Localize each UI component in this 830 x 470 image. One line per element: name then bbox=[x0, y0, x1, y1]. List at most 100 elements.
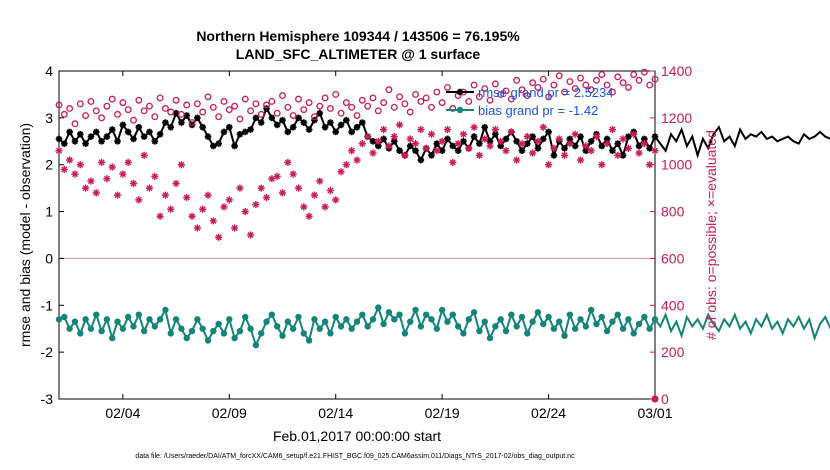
possible-obs-point bbox=[60, 110, 68, 118]
rmse-point bbox=[130, 135, 137, 143]
rmse-point bbox=[635, 142, 643, 150]
bias-point bbox=[146, 316, 153, 323]
x-tick-label: 02/19 bbox=[425, 405, 460, 421]
rmse-point bbox=[486, 137, 494, 145]
possible-obs-point bbox=[534, 83, 542, 91]
rmse-point bbox=[103, 133, 111, 140]
possible-obs-point bbox=[215, 113, 223, 121]
evaluated-obs-point bbox=[550, 144, 558, 152]
possible-obs-point bbox=[502, 87, 510, 95]
x-tick-label: 03/01 bbox=[637, 405, 672, 421]
bias-point bbox=[295, 313, 302, 321]
evaluated-obs-point bbox=[518, 140, 526, 148]
rmse-point bbox=[417, 156, 425, 164]
evaluated-obs-point bbox=[454, 140, 462, 148]
possible-obs-point bbox=[295, 95, 302, 103]
y-tick-label: -2 bbox=[41, 344, 54, 360]
rmse-point bbox=[252, 114, 260, 122]
evaluated-obs-point bbox=[113, 191, 122, 199]
evaluated-obs-point bbox=[316, 177, 324, 185]
bias-point bbox=[359, 311, 366, 318]
possible-obs-point bbox=[71, 120, 79, 128]
possible-obs-point bbox=[342, 99, 350, 107]
rmse-point bbox=[646, 145, 653, 152]
rmse-point bbox=[225, 123, 233, 131]
bias-point bbox=[343, 316, 350, 323]
bias-point bbox=[140, 327, 148, 335]
bias-point bbox=[162, 306, 169, 314]
possible-obs-point bbox=[651, 75, 659, 83]
evaluated-obs-point bbox=[449, 158, 457, 166]
rmse-point bbox=[444, 135, 451, 143]
evaluated-obs-point bbox=[614, 151, 622, 159]
evaluated-obs-point bbox=[151, 172, 159, 181]
rmse-point bbox=[561, 145, 568, 152]
possible-obs-point bbox=[231, 102, 239, 110]
evaluated-obs-point bbox=[326, 186, 334, 195]
rmse-point bbox=[625, 133, 632, 140]
evaluated-obs-point bbox=[433, 147, 441, 155]
bias-point bbox=[119, 325, 127, 332]
evaluated-obs-point bbox=[401, 151, 409, 159]
possible-obs-point bbox=[82, 112, 90, 119]
possible-obs-point bbox=[151, 113, 159, 121]
bias-point bbox=[135, 311, 143, 318]
rmse-point bbox=[396, 147, 403, 154]
bias-point bbox=[172, 316, 180, 323]
y-right-tick-label: 0 bbox=[661, 391, 669, 407]
evaluated-obs-point bbox=[481, 135, 489, 143]
rmse-point bbox=[210, 142, 217, 150]
bias-point bbox=[577, 316, 584, 323]
possible-obs-point bbox=[608, 88, 616, 96]
rmse-point bbox=[609, 147, 616, 154]
possible-obs-point bbox=[220, 98, 228, 105]
rmse-point bbox=[295, 114, 302, 122]
bias-point bbox=[609, 318, 616, 325]
rmse-point bbox=[135, 123, 143, 131]
evaluated-obs-point bbox=[332, 196, 340, 204]
possible-obs-point bbox=[257, 110, 265, 118]
possible-obs-point bbox=[316, 102, 324, 110]
rmse-point bbox=[236, 130, 244, 138]
possible-obs-point bbox=[268, 98, 276, 105]
possible-obs-point bbox=[199, 108, 207, 116]
rmse-point bbox=[82, 140, 89, 147]
evaluated-obs-point bbox=[534, 137, 542, 145]
rmse-point bbox=[231, 142, 238, 150]
bias-point bbox=[391, 316, 398, 323]
rmse-point bbox=[257, 119, 265, 126]
evaluated-obs-point bbox=[369, 149, 377, 157]
rmse-point bbox=[98, 137, 105, 145]
rmse-point bbox=[55, 135, 63, 143]
possible-obs-point bbox=[358, 96, 366, 104]
rmse-point bbox=[433, 140, 441, 147]
evaluated-obs-point bbox=[497, 137, 505, 145]
bias-point bbox=[454, 323, 462, 330]
rmse-point bbox=[476, 140, 483, 147]
bias-point bbox=[428, 316, 435, 323]
possible-obs-point bbox=[481, 85, 489, 93]
evaluated-obs-point bbox=[60, 165, 68, 173]
evaluated-obs-point bbox=[156, 212, 164, 220]
evaluated-obs-point bbox=[278, 189, 287, 197]
evaluated-obs-point bbox=[177, 161, 185, 169]
possible-obs-point bbox=[337, 109, 345, 117]
possible-obs-point bbox=[92, 107, 100, 115]
bias-point bbox=[635, 320, 643, 328]
x-axis-label: Feb.01,2017 00:00:00 start bbox=[273, 428, 441, 444]
bias-point bbox=[412, 306, 419, 314]
rmse-point bbox=[162, 119, 169, 126]
bias-point bbox=[593, 320, 600, 328]
rmse-point bbox=[337, 121, 345, 129]
bias-point bbox=[587, 306, 595, 314]
x-axis: 02/04 02/09 02/14 02/19 02/24 03/01 bbox=[105, 71, 673, 421]
y-right-tick-label: 1200 bbox=[661, 110, 692, 126]
bias-point bbox=[476, 327, 483, 335]
x-tick-label: 02/24 bbox=[531, 405, 566, 421]
evaluated-obs-point bbox=[475, 151, 483, 159]
rmse-point bbox=[178, 119, 185, 126]
possible-obs-point bbox=[87, 98, 95, 105]
bias-point bbox=[524, 330, 531, 337]
bias-point bbox=[529, 318, 536, 325]
evaluated-obs-point bbox=[529, 149, 537, 157]
